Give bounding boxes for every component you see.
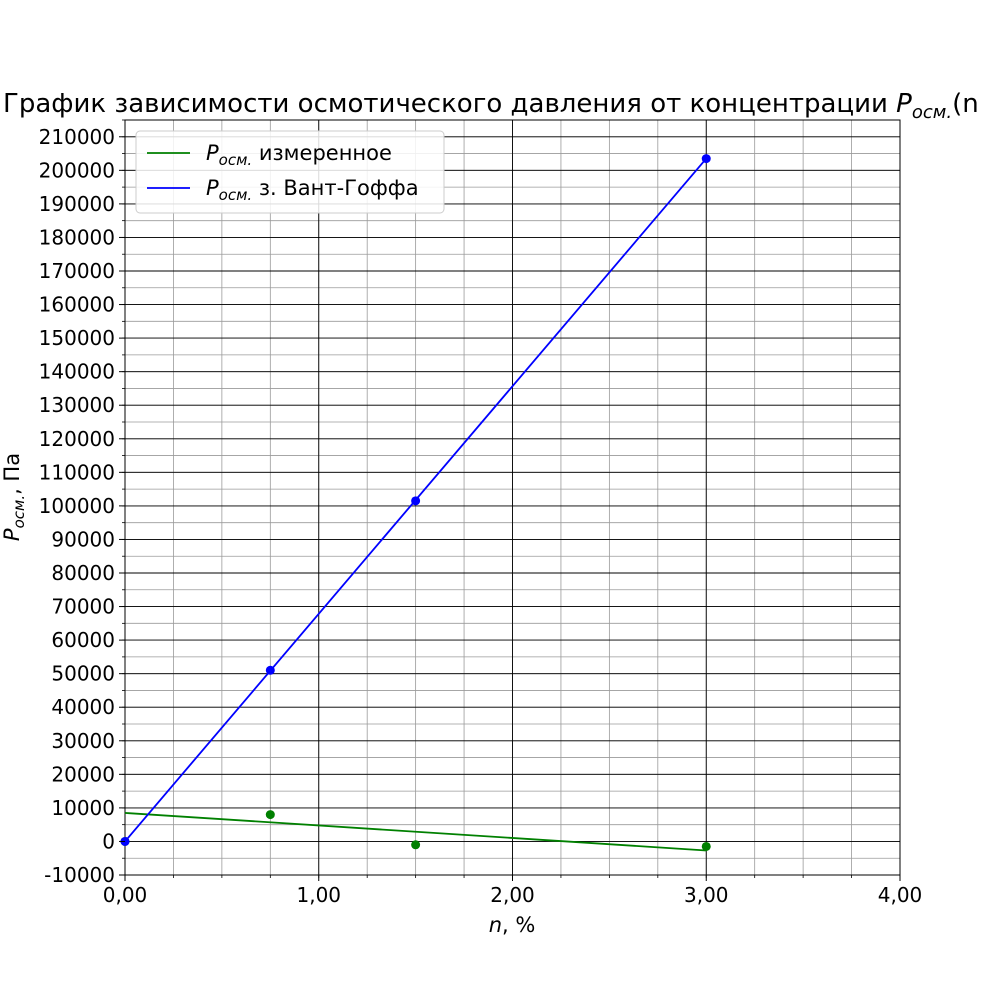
y-tick-label: 100000	[39, 494, 115, 518]
y-tick-label: 150000	[39, 326, 115, 350]
labels-layer: График зависимости осмотического давлени…	[0, 89, 979, 937]
x-tick-label: 0,00	[103, 883, 148, 907]
x-tick-label: 1,00	[296, 883, 341, 907]
y-tick-label: 210000	[39, 125, 115, 149]
series-0-point	[701, 841, 711, 851]
series-0-point	[265, 810, 275, 820]
y-tick-label: 190000	[39, 192, 115, 216]
x-tick-label: 2,00	[490, 883, 535, 907]
y-tick-label: -10000	[44, 863, 115, 887]
y-tick-label: 110000	[39, 460, 115, 484]
y-tick-label: 30000	[51, 729, 115, 753]
ticks-layer: 0,00 1,00 2,00 3,00 4,00 -10000 0 10000 20000 300…	[39, 119, 923, 907]
x-tick-label: 4,00	[878, 883, 923, 907]
x-tick-label: 3,00	[684, 883, 729, 907]
y-tick-label: 120000	[39, 427, 115, 451]
y-tick-label: 200000	[39, 158, 115, 182]
y-tick-label: 10000	[51, 796, 115, 820]
y-tick-label: 90000	[51, 527, 115, 551]
y-axis-label: Pосм., Па	[0, 453, 28, 541]
y-tick-label: 140000	[39, 360, 115, 384]
legend-label-1: Pосм. з. Вант-Гоффа	[206, 176, 419, 204]
y-tick-label: 0	[102, 829, 115, 853]
y-tick-label: 40000	[51, 695, 115, 719]
chart-title: График зависимости осмотического давлени…	[3, 89, 979, 123]
legend-label-0: Pосм. измеренное	[206, 141, 392, 169]
series-0-line	[124, 812, 707, 852]
series-1-point	[701, 154, 711, 164]
x-axis-label: n, %	[489, 913, 536, 937]
y-tick-label: 180000	[39, 225, 115, 249]
y-tick-label: 170000	[39, 259, 115, 283]
series-1-point	[265, 665, 275, 675]
series-0-point	[411, 840, 421, 850]
y-tick-label: 130000	[39, 393, 115, 417]
grid-major	[124, 120, 901, 876]
y-tick-label: 60000	[51, 628, 115, 652]
legend: Pосм. измеренное Pосм. з. Вант-Гоффа	[135, 130, 445, 214]
y-tick-label: 20000	[51, 762, 115, 786]
y-tick-label: 80000	[51, 561, 115, 585]
legend-box	[135, 130, 445, 214]
y-tick-label: 70000	[51, 595, 115, 619]
y-tick-label: 160000	[39, 293, 115, 317]
series-layer	[120, 154, 711, 852]
y-tick-label: 50000	[51, 662, 115, 686]
series-1-point	[411, 496, 421, 506]
